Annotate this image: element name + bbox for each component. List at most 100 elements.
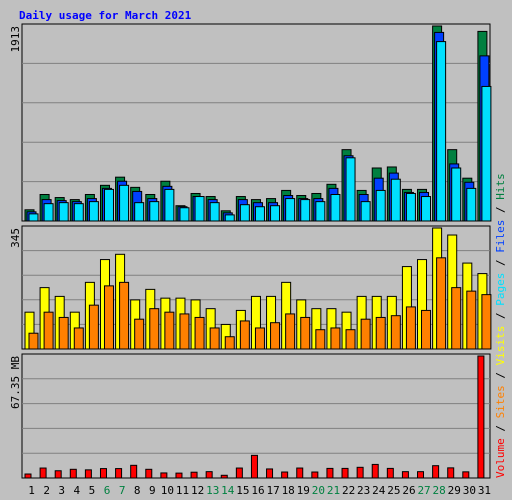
day-label-18: 18 [282,484,295,497]
legend-files: Files [494,220,507,253]
bar-volume-day-24 [371,463,379,479]
day-label-31: 31 [478,484,491,497]
bar-pages-day-2 [43,203,54,222]
day-label-6: 6 [104,484,111,497]
bar-volume-day-2 [39,467,47,479]
chart-title: Daily usage for March 2021 [19,9,192,22]
day-label-22: 22 [342,484,355,497]
bar-pages-day-28 [436,41,447,222]
bar-sites-day-12 [194,316,205,350]
bar-volume-day-20 [311,471,319,479]
day-label-26: 26 [402,484,415,497]
day-label-12: 12 [191,484,204,497]
bar-pages-day-30 [466,187,477,222]
bar-volume-day-16 [250,454,258,479]
bar-sites-day-27 [421,309,432,350]
bar-sites-day-5 [88,304,99,350]
day-label-21: 21 [327,484,340,497]
bar-pages-day-17 [270,205,281,222]
bar-volume-day-28 [432,465,440,479]
bar-volume-day-8 [130,464,138,479]
bar-sites-day-2 [43,311,54,350]
legend-visits: Visits [494,326,507,366]
bar-volume-day-5 [84,469,92,479]
bar-sites-day-31 [481,294,492,350]
day-label-29: 29 [448,484,461,497]
bar-volume-day-17 [266,468,274,479]
bar-volume-day-1 [24,473,32,479]
legend-separator: / [494,365,507,385]
bar-sites-day-19 [300,316,311,350]
bar-pages-day-24 [375,189,386,222]
volume-max-label: 67.35 MB [9,356,22,409]
day-label-14: 14 [221,484,235,497]
bar-sites-day-17 [270,322,281,350]
bar-sites-day-24 [375,316,386,350]
legend-separator: / [494,253,507,273]
hits-files-pages-max-label: 1913 [9,26,22,53]
bar-volume-day-12 [190,471,198,479]
legend-volume: Volume [494,438,507,478]
legend-hits: Hits [494,173,507,200]
day-label-24: 24 [372,484,386,497]
bar-sites-day-14 [224,336,235,350]
bar-sites-day-16 [254,327,265,350]
bar-volume-day-14 [220,474,228,479]
bar-pages-day-9 [149,201,160,222]
bar-pages-day-22 [345,157,356,222]
bar-pages-day-31 [481,85,492,222]
bar-volume-day-22 [341,467,349,479]
legend-separator: / [494,418,507,438]
day-label-23: 23 [357,484,370,497]
bar-sites-day-9 [149,308,160,350]
bar-pages-day-19 [300,199,311,222]
bar-pages-day-13 [209,202,220,222]
bar-sites-day-21 [330,327,341,350]
bar-pages-day-6 [103,188,114,222]
bar-sites-day-4 [73,327,84,350]
legend-sites: Sites [494,385,507,418]
bar-volume-day-18 [281,471,289,479]
bar-sites-day-30 [466,290,477,350]
bar-volume-day-7 [115,468,123,479]
bar-pages-day-1 [28,213,39,222]
bar-volume-day-3 [54,470,62,479]
bar-pages-day-26 [405,192,416,222]
bar-pages-day-15 [239,204,250,222]
day-label-13: 13 [206,484,219,497]
visits-sites-max-label: 345 [9,228,22,248]
legend: Volume / Sites / Visits / Pages / Files … [494,173,507,478]
bar-pages-day-12 [194,196,205,222]
bar-sites-day-8 [134,318,145,350]
bar-volume-day-11 [175,472,183,479]
legend-separator: / [494,306,507,326]
legend-separator: / [494,200,507,220]
bar-volume-day-31 [477,355,485,479]
day-label-28: 28 [433,484,446,497]
bar-sites-day-6 [103,285,114,350]
bar-pages-day-18 [285,198,296,222]
bar-pages-day-14 [224,214,235,222]
bar-pages-day-7 [119,184,130,222]
bar-volume-day-9 [145,468,153,479]
bar-volume-day-26 [401,471,409,479]
day-label-3: 3 [58,484,65,497]
bar-pages-day-8 [134,202,145,222]
day-label-1: 1 [28,484,35,497]
day-label-15: 15 [236,484,249,497]
day-label-19: 19 [297,484,310,497]
day-label-30: 30 [463,484,476,497]
bar-sites-day-18 [285,313,296,350]
bar-volume-day-15 [235,467,243,479]
bar-pages-day-16 [254,206,265,222]
day-label-25: 25 [387,484,400,497]
day-label-7: 7 [119,484,126,497]
bar-volume-day-10 [160,472,168,479]
bar-volume-day-27 [417,471,425,479]
day-label-27: 27 [417,484,430,497]
bar-pages-day-4 [73,203,84,222]
bar-sites-day-28 [436,257,447,350]
bar-sites-day-23 [360,318,371,350]
bar-sites-day-20 [315,329,326,350]
bar-pages-day-25 [390,178,401,222]
